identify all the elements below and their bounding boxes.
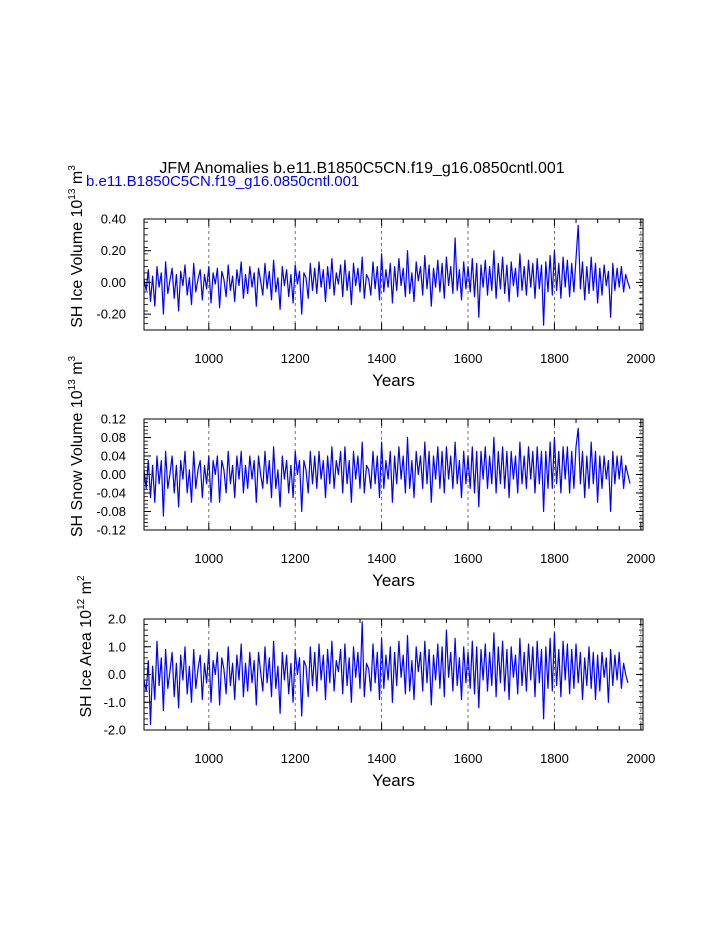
y-tick-label: 0.08 <box>101 430 126 445</box>
x-tick-label: 2000 <box>626 351 655 366</box>
y-tick-label: -0.08 <box>96 504 126 519</box>
y-tick-label: 0.04 <box>101 449 126 464</box>
series-line <box>143 224 631 326</box>
y-tick-label: 0.0 <box>108 667 126 682</box>
y-tick-label: 0.40 <box>101 212 126 227</box>
x-tick-label: 1000 <box>194 751 223 766</box>
y-axis-title-main: SH Ice Area 10 <box>78 610 95 718</box>
x-tick-label: 1200 <box>281 551 310 566</box>
y-axis-title-unit: m <box>69 361 86 379</box>
figure-title: JFM Anomalies b.e11.B1850C5CN.f19_g16.08… <box>159 160 564 177</box>
x-tick-label: 1400 <box>367 751 396 766</box>
x-tick-label: 1000 <box>194 351 223 366</box>
series-line <box>143 621 629 726</box>
x-axis-title: Years <box>372 771 415 790</box>
y-axis-title-unit-exponent: 3 <box>67 165 78 171</box>
y-tick-label: 0.12 <box>101 412 126 427</box>
x-axis-title: Years <box>372 571 415 590</box>
y-tick-label: -2.0 <box>104 723 126 738</box>
snow-volume-panel: 1000 1200 1400 1600 1800 2000 -0.12 -0.08 -0.04 0… <box>67 355 655 590</box>
y-axis-title-exponent: 13 <box>67 188 78 200</box>
x-tick-label: 2000 <box>626 551 655 566</box>
x-tick-label: 1600 <box>454 351 483 366</box>
y-axis-title-exponent: 12 <box>76 598 87 610</box>
y-tick-label: 1.0 <box>108 639 126 654</box>
y-tick-label: 0.00 <box>101 467 126 482</box>
x-tick-label: 1800 <box>540 751 569 766</box>
y-tick-label: -0.04 <box>96 486 126 501</box>
ice-volume-panel: 1000 1200 1400 1600 1800 2000 -0.20 0.00 0.20 0.4… <box>67 165 655 390</box>
x-tick-label: 1000 <box>194 551 223 566</box>
x-tick-label: 1400 <box>367 551 396 566</box>
y-axis-title-unit-exponent: 2 <box>76 575 87 581</box>
x-axis-title: Years <box>372 371 415 390</box>
y-axis-title: SH Ice Area 1012 m2 <box>76 575 95 718</box>
x-tick-label: 1200 <box>281 751 310 766</box>
x-tick-label: 1800 <box>540 551 569 566</box>
y-axis-title-unit: m <box>78 581 95 599</box>
y-axis-title-unit-exponent: 3 <box>67 355 78 361</box>
figure-subtitle: b.e11.B1850C5CN.f19_g16.0850cntl.001 <box>86 173 359 190</box>
y-tick-label: -0.12 <box>96 523 126 538</box>
x-tick-label: 1600 <box>454 751 483 766</box>
x-tick-label: 2000 <box>626 751 655 766</box>
y-tick-label: 2.0 <box>108 612 126 627</box>
y-tick-label: 0.00 <box>101 275 126 290</box>
y-axis-title-main: SH Ice Volume 10 <box>69 200 86 328</box>
y-axis-title-exponent: 13 <box>67 379 78 391</box>
x-tick-label: 1600 <box>454 551 483 566</box>
y-axis-title-unit: m <box>69 171 86 189</box>
y-axis-title: SH Snow Volume 1013 m3 <box>67 355 86 537</box>
y-tick-label: 0.20 <box>101 243 126 258</box>
series-line <box>143 427 631 517</box>
y-axis-title: SH Ice Volume 1013 m3 <box>67 165 86 328</box>
x-tick-label: 1400 <box>367 351 396 366</box>
x-tick-label: 1800 <box>540 351 569 366</box>
plot-frame <box>143 218 644 331</box>
ice-area-panel: 1000 1200 1400 1600 1800 2000 -2.0 -1.0 0.0 1.0 2.… <box>76 575 655 790</box>
y-tick-label: -0.20 <box>96 307 126 322</box>
y-tick-label: -1.0 <box>104 695 126 710</box>
y-axis-title-main: SH Snow Volume 10 <box>69 390 86 537</box>
x-tick-label: 1200 <box>281 351 310 366</box>
